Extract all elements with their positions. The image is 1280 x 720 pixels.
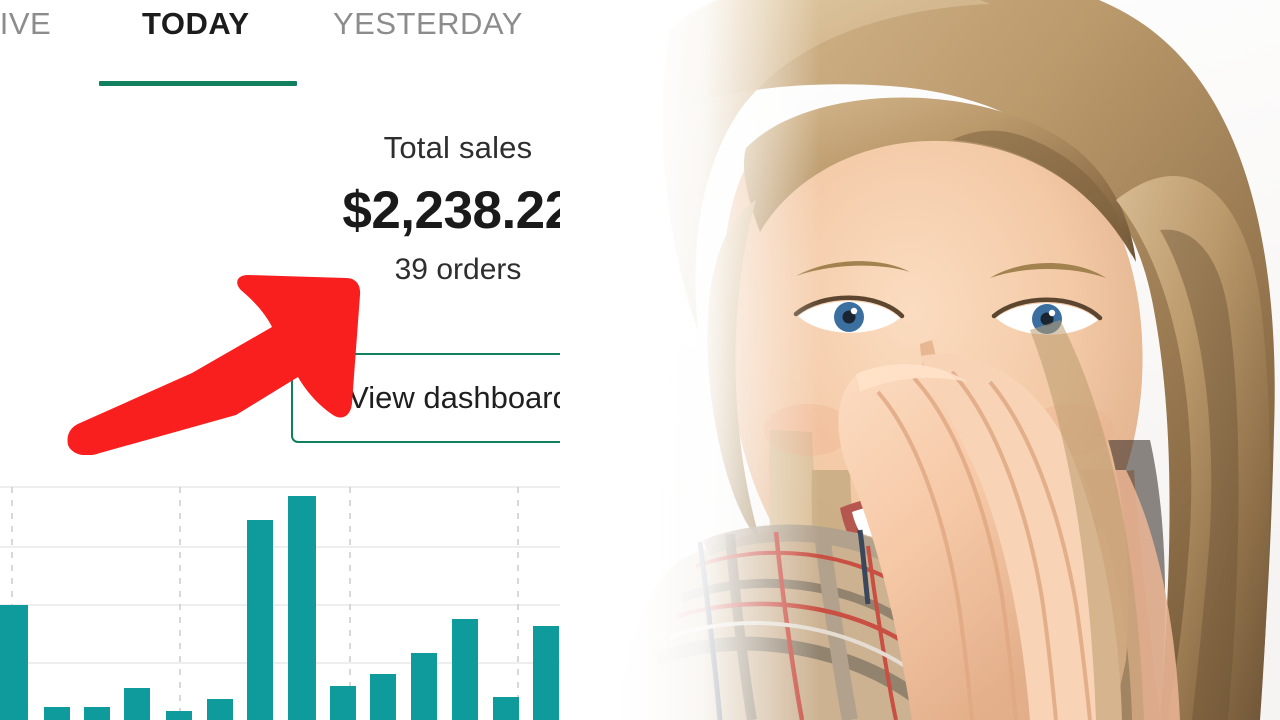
view-dashboard-button[interactable]: View dashboard [291,353,627,443]
tab-this-month[interactable]: THIS MONTH [862,6,1060,41]
tab-today[interactable]: TODAY [142,6,250,41]
order-count-label: 39 orders [394,253,522,286]
active-tab-indicator [99,81,297,86]
chart-bar[interactable] [574,568,600,720]
view-dashboard-label: View dashboard [348,380,570,415]
sales-bar-chart[interactable] [0,455,1280,720]
tab-this-week[interactable]: THIS WEEK [617,6,793,41]
period-tab-bar: LIVE TODAY YESTERDAY THIS WEEK THIS MONT… [0,0,1280,95]
tab-live[interactable]: LIVE [0,6,52,41]
chart-bar[interactable] [207,699,233,720]
chart-bar[interactable] [411,653,437,720]
chart-bar[interactable] [247,520,273,720]
chart-bar[interactable] [533,626,559,720]
chart-bar[interactable] [44,707,70,720]
chart-bar[interactable] [452,619,478,720]
chart-bar[interactable] [166,711,192,720]
chart-bar[interactable] [84,707,110,720]
total-sales-card: Total sales $2,238.22 39 orders [0,130,920,287]
chart-bar[interactable] [288,496,316,720]
right-eye [991,297,1103,335]
chart-bar[interactable] [330,686,356,720]
chart-bar[interactable] [493,697,519,720]
chart-bar[interactable] [370,674,396,720]
chart-canvas [0,486,1280,720]
total-sales-label: Total sales [383,130,533,165]
chart-bar[interactable] [0,605,28,720]
chart-bar[interactable] [124,688,150,720]
left-eye [793,295,905,333]
tab-yesterday[interactable]: YESTERDAY [333,6,523,41]
total-sales-value: $2,238.22 [342,181,574,240]
